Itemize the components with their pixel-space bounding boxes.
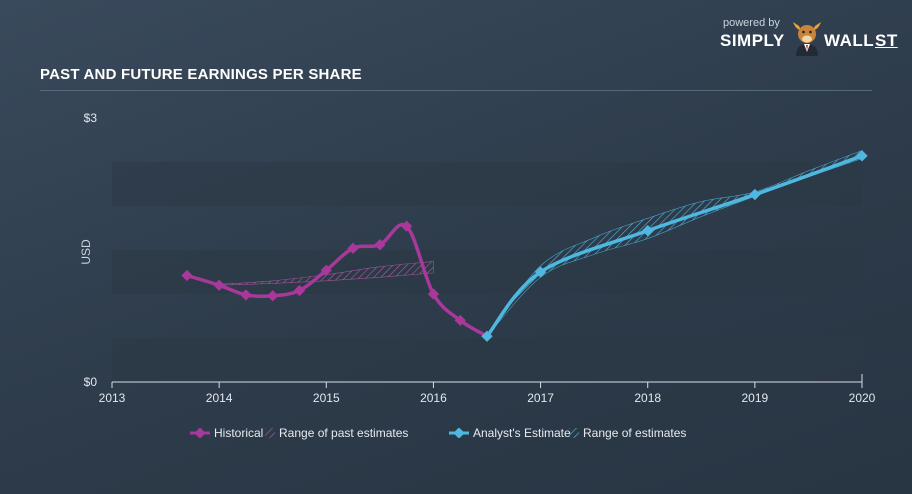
x-tick-label: 2013 <box>99 391 126 405</box>
estimate-point <box>642 224 654 237</box>
background-bands <box>112 162 862 382</box>
legend-historical-swatch <box>190 428 210 438</box>
powered-by-label: powered by <box>723 17 780 29</box>
brand-name-mid: WALL <box>824 31 875 50</box>
brand-name-right: ST <box>875 31 898 50</box>
historical-point <box>427 288 440 300</box>
historical-point <box>293 284 306 297</box>
x-tick-label: 2020 <box>849 391 876 405</box>
estimate-point <box>749 188 761 201</box>
range-past-estimates <box>218 261 434 286</box>
historical-point <box>181 269 193 282</box>
historical-point <box>240 289 252 301</box>
legend-range-future-swatch <box>569 428 579 438</box>
legend-range-past-swatch <box>265 428 275 438</box>
legend: Historical Range of past estimates Analy… <box>0 426 912 442</box>
estimate-point <box>481 330 493 342</box>
series-markers <box>181 150 868 342</box>
legend-estimate-swatch <box>449 428 469 438</box>
x-tick-label: 2017 <box>527 391 554 405</box>
title-divider <box>40 90 872 91</box>
brand-name-left: SIMPLY <box>720 31 785 50</box>
legend-item-estimate: Analyst's Estimate <box>449 426 571 440</box>
legend-estimate-label: Analyst's Estimate <box>473 426 571 440</box>
estimate-point <box>534 266 547 278</box>
grid-band <box>112 250 862 294</box>
y-tick-label: $0 <box>84 375 98 389</box>
legend-item-range-past: Range of past estimates <box>265 426 408 440</box>
legend-item-historical: Historical <box>190 426 263 440</box>
historical-point <box>267 290 279 302</box>
estimate-point <box>856 150 868 162</box>
grid-band <box>112 162 862 206</box>
brand-logo: powered by SIMPLY WALL ST <box>718 14 908 64</box>
x-tick-label: 2015 <box>313 391 340 405</box>
x-tick-label: 2016 <box>420 391 447 405</box>
x-tick-label: 2014 <box>206 391 233 405</box>
axes: 2013 2014 2015 2016 2017 2018 2019 2020 $3 $0 USD <box>79 111 876 405</box>
legend-historical-label: Historical <box>214 426 264 440</box>
historical-point <box>400 220 413 232</box>
legend-range-past-label: Range of past estimates <box>279 426 409 440</box>
historical-point <box>213 279 225 291</box>
historical-point <box>374 239 386 251</box>
historical-point <box>347 242 359 254</box>
x-tick-label: 2018 <box>634 391 661 405</box>
bull-mascot-icon <box>793 22 821 56</box>
x-tick-label: 2019 <box>742 391 769 405</box>
grid-band <box>112 338 862 382</box>
legend-range-future-label: Range of estimates <box>583 426 687 440</box>
chart-title: PAST AND FUTURE EARNINGS PER SHARE <box>40 66 362 83</box>
legend-item-range-future: Range of estimates <box>569 426 686 440</box>
y-tick-label: $3 <box>84 111 98 125</box>
y-axis-label: USD <box>79 239 93 265</box>
historical-point <box>454 314 466 327</box>
historical-point <box>320 264 332 276</box>
